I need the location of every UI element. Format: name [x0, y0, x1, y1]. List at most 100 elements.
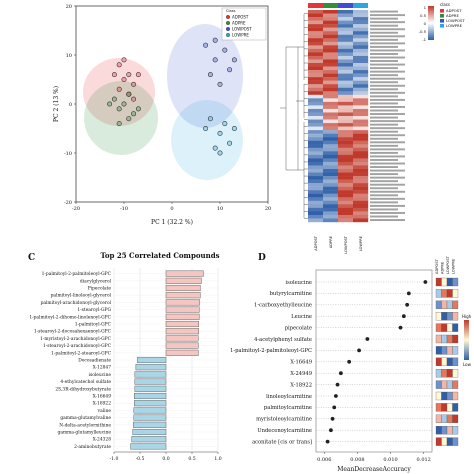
ellipse-adpre [84, 81, 158, 155]
heatmap-row-label [370, 91, 405, 94]
bar-category-label: gamma-glutamylvaline [60, 416, 111, 421]
importance-side-cell [435, 346, 442, 355]
pca-point [116, 86, 122, 92]
bar-category-label: diacylglycerol [80, 279, 112, 284]
heatmap-cell [308, 126, 324, 131]
heatmap-row-label [370, 106, 405, 108]
heatmap-cell [353, 179, 369, 184]
heatmap-cell [353, 34, 369, 39]
bar-x-tick-label: 1.0 [214, 456, 221, 462]
heatmap-cell [308, 144, 324, 148]
heatmap-cell [353, 169, 369, 173]
bar-x-tick-label: -0.5 [136, 456, 145, 462]
heatmap-row-label [370, 63, 405, 66]
heatmap-row-label [370, 113, 405, 116]
heatmap-cell [308, 165, 324, 170]
importance-side-cell [452, 437, 459, 446]
importance-dot [357, 348, 361, 353]
importance-side-cell [452, 369, 459, 378]
importance-label: pipecolate [285, 325, 312, 331]
heatmap-cell [338, 38, 354, 42]
heatmap-cell [323, 172, 339, 177]
heatmap-cell [338, 158, 354, 163]
heatmap-cell [338, 105, 354, 110]
heatmap-legend-swatch [440, 14, 444, 18]
bar-category-label: gamma-glutamylleucine [58, 431, 112, 436]
heatmap-scale-label: 0.5 [420, 13, 427, 18]
pca-point [111, 72, 117, 78]
importance-side-cell [441, 334, 448, 344]
heatmap-cell [323, 158, 339, 163]
heatmap-cell [323, 31, 339, 35]
importance-label: X-16649 [290, 360, 312, 366]
pca-legend-label: LOWPOST [232, 27, 252, 32]
heatmap-cell [338, 165, 354, 170]
heatmap-cell [353, 38, 369, 42]
heatmap-cell [308, 133, 324, 138]
bar-x-tick-label: -1.0 [110, 456, 119, 462]
heatmap-cell [338, 13, 354, 18]
heatmap-cell [353, 48, 369, 53]
heatmap-cell [308, 172, 324, 177]
pca-y-tick-label: 10 [66, 53, 72, 59]
heatmap-row-label [370, 169, 405, 172]
heatmap-row-label [370, 187, 398, 190]
bar-category-label: 1-stearoyl-GPG [77, 308, 111, 313]
importance-side-cell [446, 414, 453, 423]
heatmap-cell [338, 193, 354, 198]
bar-x-tick-label: 0.0 [162, 456, 169, 462]
heatmap-cell [338, 172, 354, 177]
heatmap-cell [323, 55, 339, 60]
heatmap-cell [353, 10, 369, 14]
pca-point [135, 106, 141, 112]
heatmap-cell [338, 116, 354, 120]
pca-points [107, 37, 237, 156]
heatmap-cell [338, 45, 354, 50]
heatmap-cell [323, 91, 339, 95]
importance-label: Leucine [291, 314, 312, 320]
heatmap-cell [353, 77, 369, 81]
importance-side-cell [446, 403, 453, 412]
heatmap-cell [323, 48, 339, 53]
bar [130, 443, 167, 450]
heatmap-cell [308, 59, 324, 64]
heatmap-row-label [370, 70, 405, 73]
bar-category-label: 1-palmitoyl-2-stearoyl-GPC [51, 351, 112, 356]
heatmap-cell [323, 179, 339, 184]
importance-side-cell [441, 437, 448, 446]
importance-label: linoleoylcarnitine [266, 394, 312, 400]
heatmap-cell [353, 165, 369, 170]
importance-side-cell [435, 414, 442, 423]
bar-category-label: N-delta-acetylornithine [59, 423, 111, 428]
heatmap-cell [308, 77, 324, 81]
heatmap-cell [323, 197, 339, 201]
heatmap-cell [308, 116, 324, 120]
importance-color-legend: High Low [462, 314, 472, 367]
pca-x-label: PC 1 (32.2 %) [151, 219, 193, 226]
heatmap-cell [308, 13, 324, 18]
importance-dot [338, 371, 343, 376]
pca-point [116, 121, 122, 127]
heatmap-cell [323, 105, 339, 110]
heatmap-cell [308, 183, 324, 187]
heatmap-cell [308, 112, 324, 117]
heatmap-cell [308, 158, 324, 163]
bar [133, 414, 167, 421]
heatmap-cell [338, 34, 354, 39]
heatmap-cell [353, 45, 369, 50]
bar-category-label: 2-aminobutyrate [74, 445, 111, 450]
heatmap-cell [353, 137, 369, 141]
pca-point [116, 106, 122, 112]
heatmap-cell [338, 94, 354, 99]
heatmap-row-label [370, 77, 405, 80]
heatmap-cell [338, 59, 354, 64]
pca-point [121, 57, 127, 63]
heatmap-cell [353, 87, 369, 92]
heatmap-cell [338, 207, 354, 212]
heatmap-row-label [370, 95, 398, 98]
pca-point [212, 37, 218, 43]
pca-point [217, 81, 223, 87]
importance-side-column-label: ADPRE [441, 261, 445, 274]
pca-point [121, 77, 127, 83]
